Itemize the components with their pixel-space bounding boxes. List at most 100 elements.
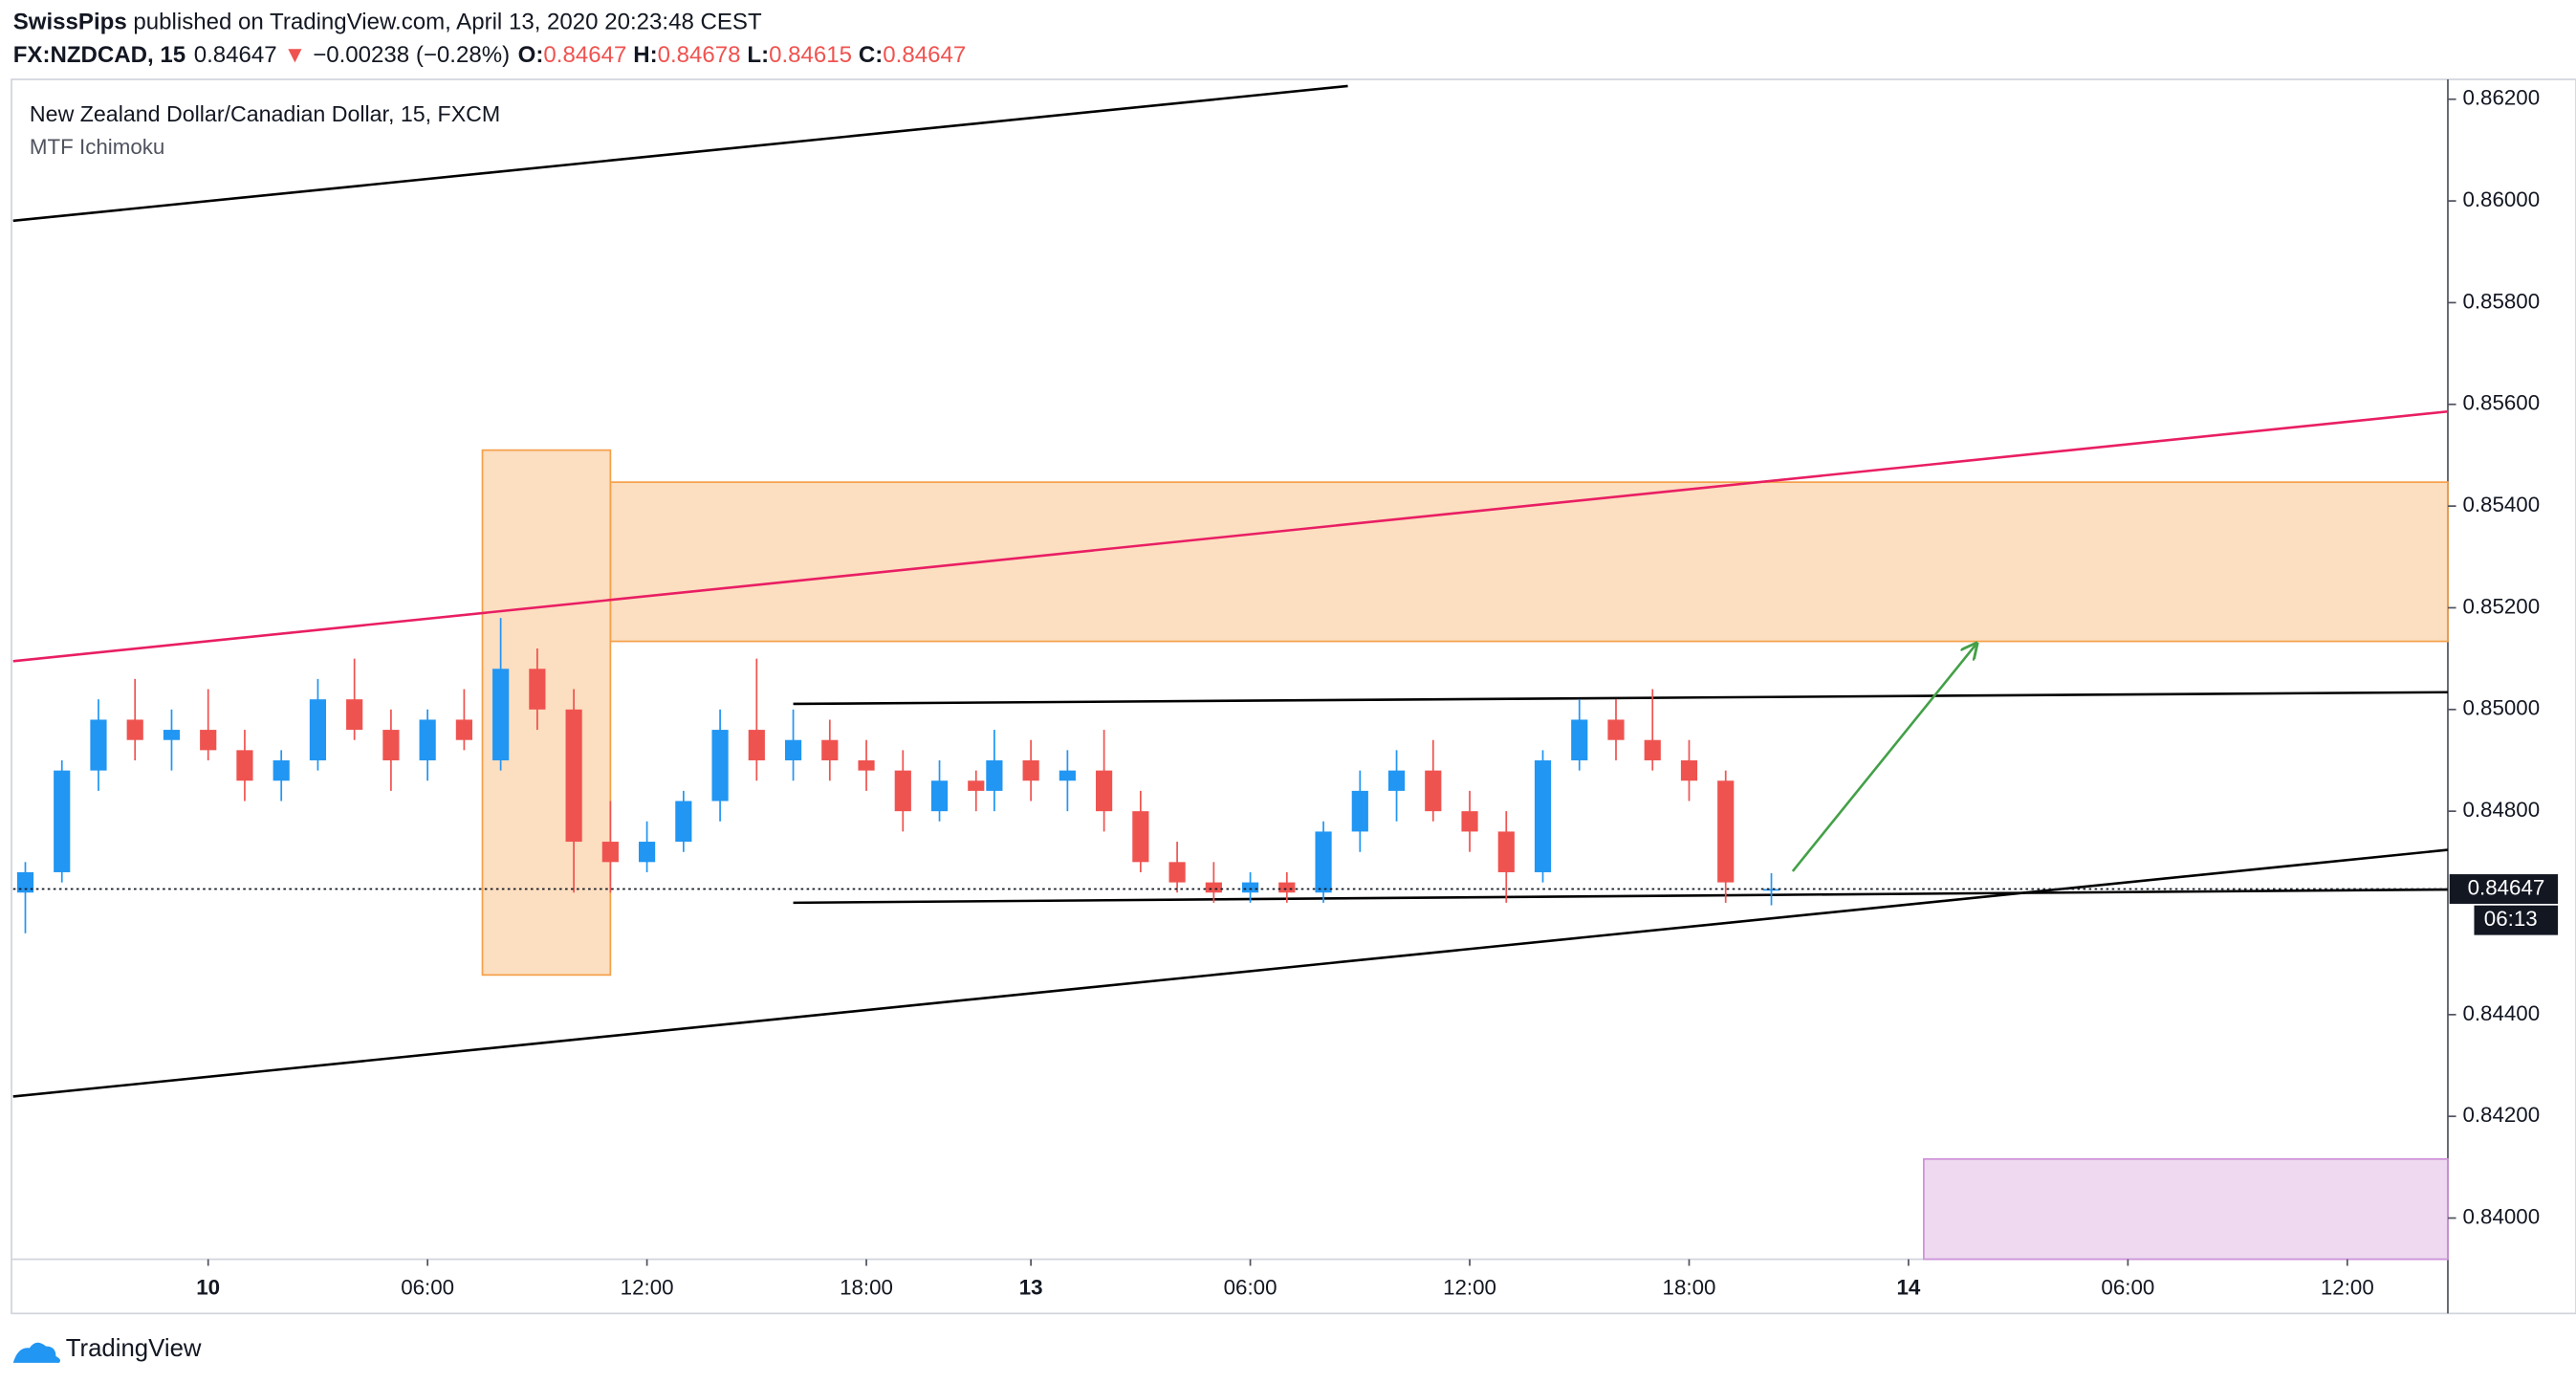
candle-body bbox=[675, 801, 692, 843]
candle-body bbox=[1022, 759, 1039, 781]
c-label: C: bbox=[859, 42, 883, 68]
trend-line bbox=[12, 409, 2449, 663]
candle-body bbox=[529, 669, 546, 710]
candle-body bbox=[200, 730, 217, 751]
y-tick-label: 0.84000 bbox=[2462, 1204, 2540, 1228]
trend-line bbox=[793, 888, 2448, 905]
publisher: SwissPips bbox=[13, 10, 127, 35]
candle-body bbox=[711, 730, 729, 801]
y-tick-label: 0.85200 bbox=[2462, 594, 2540, 618]
y-tick-label: 0.85400 bbox=[2462, 493, 2540, 516]
chart-title: New Zealand Dollar/Canadian Dollar, 15, … bbox=[30, 101, 500, 126]
x-tick-label: 10 bbox=[196, 1275, 220, 1299]
h-label: H: bbox=[633, 42, 657, 68]
candle-body bbox=[1607, 719, 1625, 740]
y-tick-label: 0.84800 bbox=[2462, 798, 2540, 822]
h: 0.84678 bbox=[658, 42, 741, 68]
candle-body bbox=[1096, 770, 1113, 812]
o: 0.84647 bbox=[543, 42, 626, 68]
candle-body bbox=[601, 842, 619, 863]
candle-body bbox=[1059, 770, 1076, 781]
candle-body bbox=[1680, 759, 1698, 781]
x-tick-label: 13 bbox=[1019, 1275, 1043, 1299]
o-label: O: bbox=[518, 42, 544, 68]
arrow bbox=[1791, 645, 1976, 872]
candle-body bbox=[126, 719, 143, 740]
candle-body bbox=[748, 730, 765, 760]
candle-body bbox=[1315, 831, 1332, 893]
published: published on TradingView.com, April 13, … bbox=[133, 10, 762, 35]
candle-body bbox=[163, 730, 181, 740]
trend-line bbox=[12, 848, 2449, 1098]
candle-body bbox=[492, 669, 510, 760]
candle-body bbox=[1461, 811, 1478, 832]
y-tick-label: 0.85600 bbox=[2462, 391, 2540, 415]
zone bbox=[609, 481, 2449, 643]
x-tick-label: 12:00 bbox=[2321, 1275, 2374, 1299]
candle-body bbox=[1717, 780, 1735, 883]
candle-body bbox=[821, 739, 839, 760]
y-tick-label: 0.84200 bbox=[2462, 1103, 2540, 1127]
y-tick-label: 0.86200 bbox=[2462, 86, 2540, 110]
candle-body bbox=[419, 719, 436, 760]
x-tick-label: 12:00 bbox=[621, 1275, 674, 1299]
y-tick-label: 0.86000 bbox=[2462, 187, 2540, 211]
x-tick-label: 18:00 bbox=[1663, 1275, 1716, 1299]
candle-body bbox=[236, 750, 253, 781]
candle-body bbox=[1497, 831, 1515, 872]
x-tick-label: 14 bbox=[1897, 1275, 1921, 1299]
last-price-box bbox=[2449, 874, 2559, 904]
candle-body bbox=[1425, 770, 1442, 812]
candle-body bbox=[346, 699, 363, 731]
candle-body bbox=[1168, 862, 1186, 883]
x-tick-label: 06:00 bbox=[2101, 1275, 2154, 1299]
candle-body bbox=[309, 699, 327, 760]
candle-body bbox=[986, 759, 1003, 791]
last-price-label: 0.84647 bbox=[2468, 875, 2545, 899]
logo bbox=[12, 1342, 60, 1363]
candle-body bbox=[90, 719, 107, 771]
candle-body bbox=[1351, 790, 1368, 832]
l-label: L: bbox=[747, 42, 769, 68]
candle-body bbox=[1205, 882, 1222, 893]
candle-body bbox=[1762, 889, 1780, 891]
y-tick-label: 0.85000 bbox=[2462, 696, 2540, 720]
header-line: SwissPips published on TradingView.com, … bbox=[13, 10, 762, 35]
x-tick-label: 06:00 bbox=[1224, 1275, 1277, 1299]
candle-body bbox=[784, 739, 802, 760]
x-tick-label: 06:00 bbox=[401, 1275, 454, 1299]
change: −0.00238 (−0.28%) bbox=[313, 42, 510, 68]
countdown: 06:13 bbox=[2484, 907, 2538, 931]
candle-body bbox=[1132, 811, 1149, 863]
arrow: ▼ bbox=[284, 42, 307, 68]
candle-body bbox=[1278, 882, 1296, 893]
candle-body bbox=[565, 709, 582, 843]
symbol-line: FX:NZDCAD, 15 0.84647 ▼ −0.00238 (−0.28%) O:… bbox=[13, 42, 966, 68]
c: 0.84647 bbox=[883, 42, 966, 68]
last: 0.84647 bbox=[194, 42, 277, 68]
candle-body bbox=[16, 871, 34, 893]
frame bbox=[11, 78, 2576, 1315]
l: 0.84615 bbox=[769, 42, 852, 68]
trend-line bbox=[12, 84, 1348, 223]
candle-body bbox=[273, 759, 290, 781]
candle-body bbox=[1571, 719, 1588, 760]
candle-body bbox=[1387, 770, 1406, 791]
countdown-box bbox=[2474, 905, 2559, 935]
candle-body bbox=[930, 780, 949, 812]
candle-body bbox=[894, 770, 911, 812]
symbol: FX:NZDCAD, 15 bbox=[13, 42, 186, 68]
plot bbox=[12, 84, 2449, 1261]
candle-body bbox=[455, 719, 472, 740]
candle-body bbox=[968, 780, 985, 791]
candle-body bbox=[639, 842, 656, 863]
candle-body bbox=[54, 770, 71, 872]
candle-body bbox=[382, 730, 400, 760]
candle-body bbox=[858, 759, 875, 771]
zone bbox=[1923, 1157, 2449, 1261]
candle-body bbox=[1241, 882, 1259, 893]
y-tick-label: 0.84400 bbox=[2462, 1001, 2540, 1025]
candle-body bbox=[1644, 739, 1661, 760]
x-tick-label: 18:00 bbox=[840, 1275, 893, 1299]
